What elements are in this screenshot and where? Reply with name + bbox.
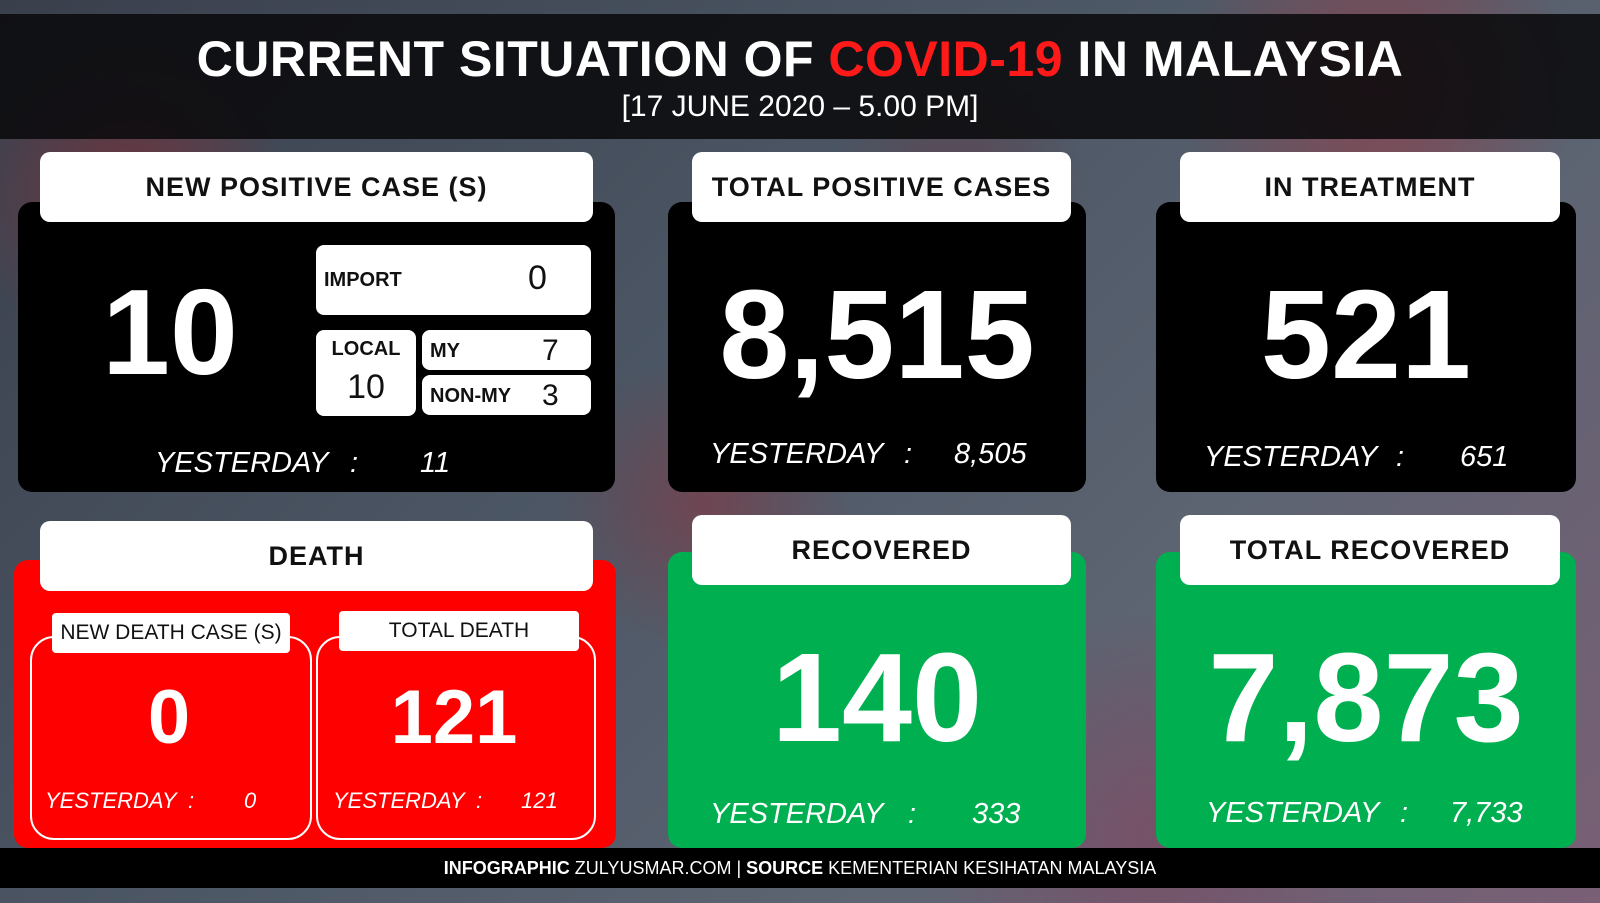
footer: INFOGRAPHIC ZULYUSMAR.COM | SOURCE KEMEN… (0, 848, 1600, 888)
recovered-header: RECOVERED (692, 515, 1071, 585)
in-treatment-panel (1156, 202, 1576, 492)
yesterday-value: 8,505 (954, 438, 1027, 470)
yesterday-value: 0 (244, 788, 257, 813)
yesterday-label: YESTERDAY (1206, 797, 1380, 829)
title-part1: CURRENT SITUATION OF (196, 31, 829, 87)
new-cases-value: 10 (102, 264, 238, 400)
nonmy-box: NON-MY 3 (422, 375, 591, 415)
yesterday-value: 121 (521, 788, 558, 813)
total-recovered-header: TOTAL RECOVERED (1180, 515, 1560, 585)
total-recovered-panel (1156, 552, 1576, 848)
yesterday-label: YESTERDAY (710, 438, 884, 470)
date-subtitle: [17 JUNE 2020 – 5.00 PM] (621, 90, 979, 123)
total-death-value: 121 (390, 675, 518, 760)
title-bar (0, 14, 1600, 139)
yesterday-value: 651 (1460, 441, 1509, 473)
yesterday-label: YESTERDAY (333, 788, 465, 813)
local-value: 10 (347, 368, 385, 406)
yesterday-colon: : (188, 788, 195, 813)
yesterday-value: 333 (972, 798, 1021, 830)
new-cases-yesterday: YESTERDAY : 11 (0, 447, 600, 483)
yesterday-label: YESTERDAY (1204, 441, 1378, 473)
nonmy-value: 3 (542, 379, 559, 412)
yesterday-value: 7,733 (1450, 797, 1523, 829)
yesterday-label: YESTERDAY (710, 798, 884, 830)
total-positive-value: 8,515 (719, 264, 1035, 405)
in-treatment-value: 521 (1260, 264, 1472, 405)
total-death-yesterday: YESTERDAY : 121 (316, 788, 592, 816)
yesterday-colon: : (350, 447, 359, 479)
nonmy-label: NON-MY (430, 385, 512, 407)
import-value: 0 (528, 259, 547, 297)
total-positive-panel (668, 202, 1086, 492)
title-highlight: COVID-19 (828, 31, 1064, 87)
yesterday-colon: : (476, 788, 483, 813)
yesterday-colon: : (904, 438, 913, 470)
footer-label-infographic: INFOGRAPHIC (443, 857, 570, 878)
recovered-panel (668, 552, 1086, 848)
footer-text-site: ZULYUSMAR.COM | (569, 857, 747, 878)
yesterday-colon: : (908, 798, 917, 830)
footer-label-source: SOURCE (746, 857, 824, 878)
total-positive-yesterday: YESTERDAY : 8,505 (668, 438, 1086, 474)
my-label: MY (430, 340, 460, 362)
yesterday-colon: : (1400, 797, 1409, 829)
local-label: LOCAL (331, 338, 401, 360)
import-label: IMPORT (324, 269, 402, 291)
total-positive-header: TOTAL POSITIVE CASES (692, 152, 1071, 222)
total-death-header: TOTAL DEATH (339, 611, 579, 651)
recovered-value: 140 (771, 627, 983, 768)
death-header: DEATH (40, 521, 593, 591)
death-panel (14, 560, 616, 848)
footer-text-source: KEMENTERIAN KESIHATAN MALAYSIA (823, 857, 1157, 878)
new-death-yesterday: YESTERDAY : 0 (30, 788, 308, 816)
in-treatment-header: IN TREATMENT (1180, 152, 1560, 222)
import-box: IMPORT 0 (316, 245, 591, 315)
local-box: LOCAL 10 (316, 330, 416, 416)
title-part2: IN MALAYSIA (1063, 31, 1404, 87)
new-death-value: 0 (147, 675, 191, 760)
my-value: 7 (542, 334, 559, 367)
total-recovered-value: 7,873 (1208, 627, 1524, 768)
new-death-header: NEW DEATH CASE (S) (52, 613, 290, 653)
in-treatment-yesterday: YESTERDAY : 651 (1156, 441, 1576, 477)
my-box: MY 7 (422, 330, 591, 370)
yesterday-label: YESTERDAY (155, 447, 329, 479)
yesterday-value: 11 (420, 447, 451, 479)
new-cases-header: NEW POSITIVE CASE (S) (40, 152, 593, 222)
yesterday-colon: : (1396, 441, 1405, 473)
yesterday-label: YESTERDAY (45, 788, 177, 813)
recovered-yesterday: YESTERDAY : 333 (668, 798, 1086, 834)
page-title: CURRENT SITUATION OF COVID-19 IN MALAYSI… (0, 30, 1600, 88)
total-recovered-yesterday: YESTERDAY : 7,733 (1156, 797, 1576, 833)
